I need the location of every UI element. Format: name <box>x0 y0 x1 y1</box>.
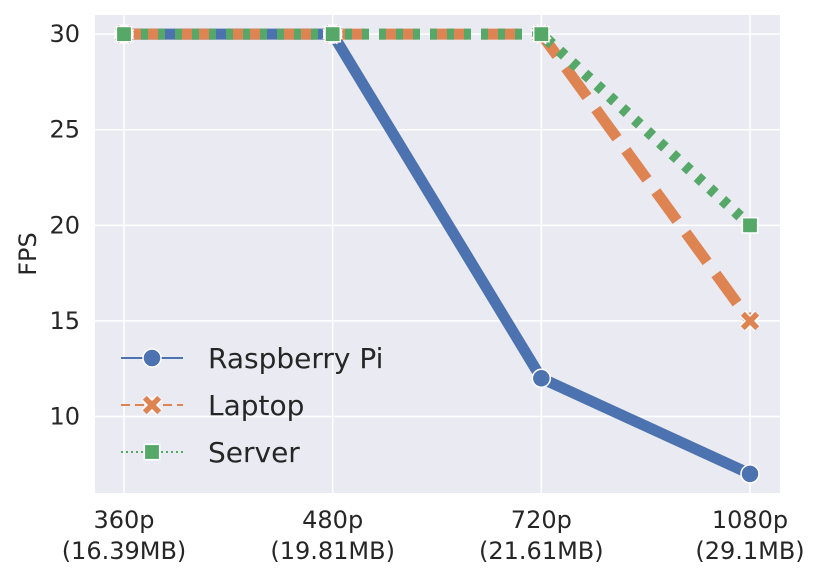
y-tick-label: 15 <box>49 307 80 335</box>
x-tick-sublabel: (21.61MB) <box>479 537 604 565</box>
y-tick-label: 25 <box>49 116 80 144</box>
x-axis-ticks: 360p (16.39MB) 480p (19.81MB) 720p (21.61MB) 1… <box>62 506 805 565</box>
series-layer <box>113 23 761 484</box>
legend-marker-server <box>143 443 161 461</box>
plot-area <box>95 15 780 493</box>
x-tick-label: 720p <box>511 506 572 534</box>
y-tick-label: 20 <box>49 211 80 239</box>
x-tick-label: 360p <box>93 506 154 534</box>
legend-item-raspberry-pi: Raspberry Pi <box>121 342 383 375</box>
y-axis-ticks: 10 15 20 25 30 <box>49 20 80 430</box>
x-tick-label: 1080p <box>712 506 788 534</box>
data-point-server <box>532 25 550 43</box>
legend-label: Laptop <box>208 389 304 422</box>
x-tick-label: 480p <box>302 506 363 534</box>
data-point-raspberry-pi <box>740 464 760 484</box>
data-point-laptop <box>739 310 761 332</box>
legend-label: Raspberry Pi <box>208 342 383 375</box>
legend-marker-laptop <box>141 394 163 416</box>
legend-label: Server <box>208 436 300 469</box>
data-point-server <box>741 216 759 234</box>
y-tick-label: 10 <box>49 403 80 431</box>
x-tick-sublabel: (16.39MB) <box>62 537 187 565</box>
data-point-server <box>324 25 342 43</box>
legend: Raspberry Pi Laptop Server <box>121 342 383 469</box>
y-axis-label: FPS <box>14 232 42 276</box>
data-point-server <box>115 25 133 43</box>
series-line-server <box>124 28 754 230</box>
legend-item-server: Server <box>121 436 300 469</box>
legend-marker-raspberry-pi <box>142 348 162 368</box>
y-tick-label: 30 <box>49 20 80 48</box>
data-point-raspberry-pi <box>531 368 552 389</box>
x-tick-sublabel: (19.81MB) <box>270 537 395 565</box>
x-tick-sublabel: (29.1MB) <box>695 537 804 565</box>
legend-item-laptop: Laptop <box>121 389 304 422</box>
